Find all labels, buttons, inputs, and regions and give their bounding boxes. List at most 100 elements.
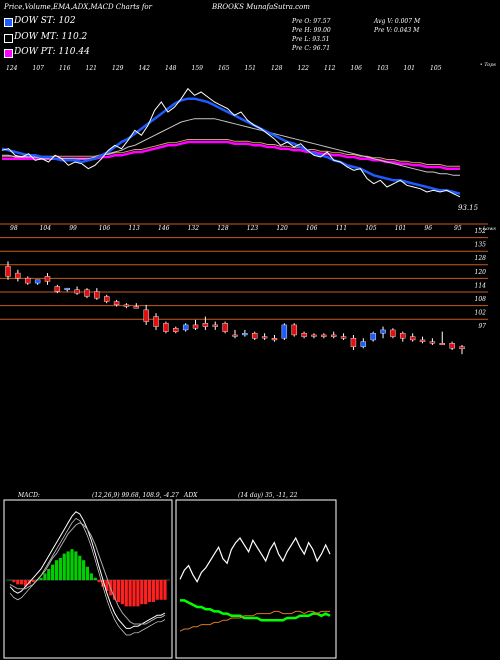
macd-histogram-bar <box>23 580 28 587</box>
tops-corner-label: • Tops <box>480 62 497 68</box>
legend-mt: DOW MT: 110.2 <box>14 32 88 42</box>
bottom-tick-label: 113 <box>128 225 140 232</box>
quote-avg-volume: Avg V: 0.007 M <box>374 18 421 25</box>
candle-body <box>449 343 455 349</box>
macd-histogram-bar <box>8 580 12 581</box>
candle-body <box>94 291 100 299</box>
macd-histogram-bar <box>74 551 78 580</box>
quote-high: Pre H: 99.00 <box>292 27 331 34</box>
price-level-label: 114 <box>475 282 487 289</box>
bottom-tick-label: 99 <box>69 225 77 232</box>
price-level-label: 135 <box>475 242 487 249</box>
price-level-label: 152 <box>475 228 487 235</box>
adx-panel-frame <box>175 499 337 659</box>
macd-histogram-bar <box>70 549 74 580</box>
candle-body <box>143 309 149 322</box>
candle-body <box>360 341 367 347</box>
candle-body <box>113 301 120 306</box>
price-line <box>1 87 461 198</box>
candle-body <box>163 323 169 332</box>
macd-histogram-bar <box>105 580 109 591</box>
bottom-tick-label: 111 <box>336 225 347 232</box>
macd-histogram-bar <box>163 580 167 600</box>
bottom-tick-label: 120 <box>276 225 288 232</box>
candle-body <box>380 329 386 334</box>
quote-pre-volume: Pre V: 0.043 M <box>374 27 420 34</box>
candle-body <box>25 277 31 284</box>
lows-corner-label: • Lows <box>478 226 496 232</box>
macd-histogram-bar <box>47 569 51 580</box>
macd-histogram-bar <box>16 580 20 585</box>
macd-histogram-bar <box>151 580 155 602</box>
macd-histogram-bar <box>62 553 66 580</box>
candle-body <box>311 334 317 337</box>
bottom-tick-label: 146 <box>158 225 170 232</box>
candle-body <box>439 343 445 345</box>
legend-swatch-st <box>4 18 13 27</box>
candle-body <box>182 324 189 331</box>
macd-histogram-bar <box>132 580 136 607</box>
top-tick-label: 106 <box>351 65 363 72</box>
candle-body <box>429 341 436 344</box>
bottom-tick-label: 106 <box>306 225 318 232</box>
candle-body <box>202 323 209 327</box>
candle-body <box>252 333 258 339</box>
candle-body <box>212 324 218 327</box>
price-level-label: 97 <box>478 323 486 330</box>
macd-histogram-bar <box>66 551 70 580</box>
macd-line-secondary <box>9 517 166 636</box>
page-header-center: BROOKS MunafaSutra.com <box>212 3 310 11</box>
macd-histogram-bar <box>12 580 16 583</box>
top-tick-label: 121 <box>86 65 97 72</box>
adx-label: ADX <box>184 492 198 499</box>
top-tick-label: 159 <box>192 65 204 72</box>
price-level-label: 102 <box>475 310 487 317</box>
quote-low: Pre L: 93.51 <box>292 36 330 43</box>
candle-body <box>153 316 159 327</box>
top-tick-label: 142 <box>139 65 151 72</box>
bottom-tick-label: 105 <box>365 225 377 232</box>
candle-body <box>350 338 357 347</box>
page-header-left: Price,Volume,EMA,ADX,MACD Charts for <box>4 3 152 11</box>
candle-body <box>419 339 426 342</box>
candle-body <box>34 279 41 284</box>
bottom-tick-label: 96 <box>424 225 432 232</box>
macd-histogram-bar <box>140 580 144 605</box>
macd-histogram-bar <box>54 560 59 580</box>
candle-body <box>242 333 248 336</box>
candle-body <box>123 304 130 307</box>
adx-params: (14 day) 35, -11, 22 <box>238 492 298 499</box>
minus-di-line <box>179 610 330 632</box>
macd-histogram-bar <box>89 573 93 580</box>
macd-histogram-bar <box>124 580 128 607</box>
candle-body <box>44 276 51 282</box>
macd-histogram-bar <box>58 558 62 580</box>
macd-params: (12,26,9) 99.68, 108.9, -4.27 <box>92 492 179 499</box>
top-tick-label: 101 <box>404 65 415 72</box>
quote-close: Pre C: 96.71 <box>292 45 331 52</box>
ema-mid-line <box>2 118 460 176</box>
macd-label: MACD: <box>18 492 40 499</box>
legend-st: DOW ST: 102 <box>14 16 76 26</box>
bottom-tick-label: 98 <box>10 225 18 232</box>
candle-body <box>54 286 61 292</box>
candle-body <box>321 334 327 337</box>
candle-body <box>15 272 21 279</box>
candle-body <box>173 328 179 332</box>
macd-histogram-bar <box>136 580 140 607</box>
candle-body <box>330 334 337 337</box>
candle-body <box>281 324 288 339</box>
macd-histogram-bar <box>113 580 117 600</box>
price-level-label: 108 <box>475 296 487 303</box>
last-price-label: 93.15 <box>458 204 479 212</box>
candle-body <box>301 333 307 337</box>
top-tick-label: 148 <box>165 65 177 72</box>
candle-body <box>64 287 70 291</box>
macd-histogram-bar <box>39 577 43 580</box>
candle-body <box>133 306 140 309</box>
candle-body <box>5 266 11 277</box>
macd-histogram-bar <box>20 580 24 585</box>
bottom-tick-label: 104 <box>40 225 52 232</box>
